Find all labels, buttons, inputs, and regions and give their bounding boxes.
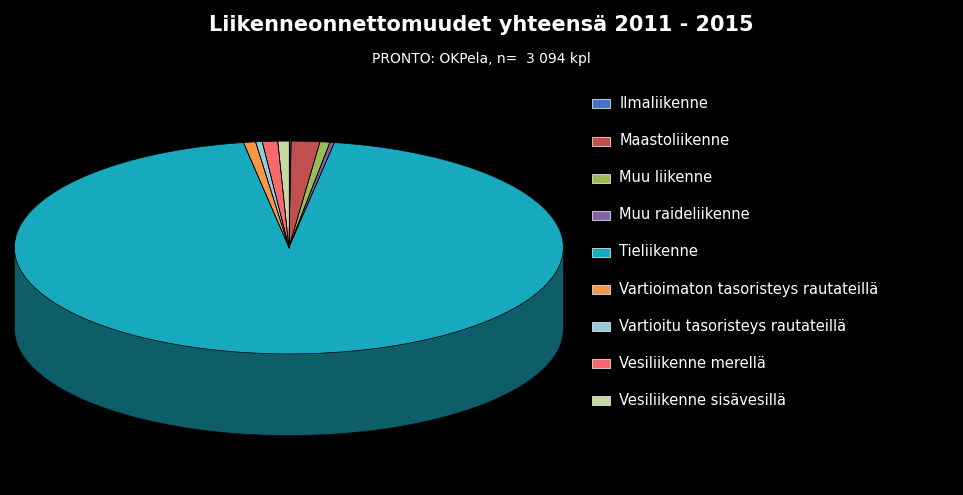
Polygon shape: [14, 248, 563, 436]
Polygon shape: [289, 141, 291, 248]
Bar: [592, 211, 610, 220]
Text: Vesiliikenne sisävesillä: Vesiliikenne sisävesillä: [619, 393, 786, 408]
Text: Tieliikenne: Tieliikenne: [619, 245, 698, 259]
Polygon shape: [14, 248, 563, 436]
Polygon shape: [14, 143, 563, 354]
Bar: [592, 137, 610, 146]
Text: PRONTO: OKPela, n=  3 094 kpl: PRONTO: OKPela, n= 3 094 kpl: [372, 52, 591, 66]
Text: Ilmaliikenne: Ilmaliikenne: [619, 96, 708, 111]
Text: Liikenneonnettomuudet yhteensä 2011 - 2015: Liikenneonnettomuudet yhteensä 2011 - 20…: [209, 15, 754, 35]
Bar: [592, 359, 610, 368]
Polygon shape: [289, 142, 334, 248]
Polygon shape: [262, 141, 289, 248]
Polygon shape: [277, 141, 289, 248]
Polygon shape: [255, 142, 289, 248]
Polygon shape: [289, 141, 320, 248]
Bar: [592, 248, 610, 257]
Text: Vesiliikenne merellä: Vesiliikenne merellä: [619, 356, 767, 371]
Text: Muu liikenne: Muu liikenne: [619, 170, 713, 185]
Bar: [592, 396, 610, 405]
Text: Muu raideliikenne: Muu raideliikenne: [619, 207, 750, 222]
Text: Maastoliikenne: Maastoliikenne: [619, 133, 729, 148]
Text: Vartioimaton tasoristeys rautateillä: Vartioimaton tasoristeys rautateillä: [619, 282, 878, 297]
Bar: [592, 99, 610, 108]
Polygon shape: [244, 142, 289, 248]
Bar: [592, 174, 610, 183]
Text: Vartioitu tasoristeys rautateillä: Vartioitu tasoristeys rautateillä: [619, 319, 846, 334]
Bar: [592, 322, 610, 331]
Polygon shape: [289, 142, 330, 248]
Bar: [592, 285, 610, 294]
